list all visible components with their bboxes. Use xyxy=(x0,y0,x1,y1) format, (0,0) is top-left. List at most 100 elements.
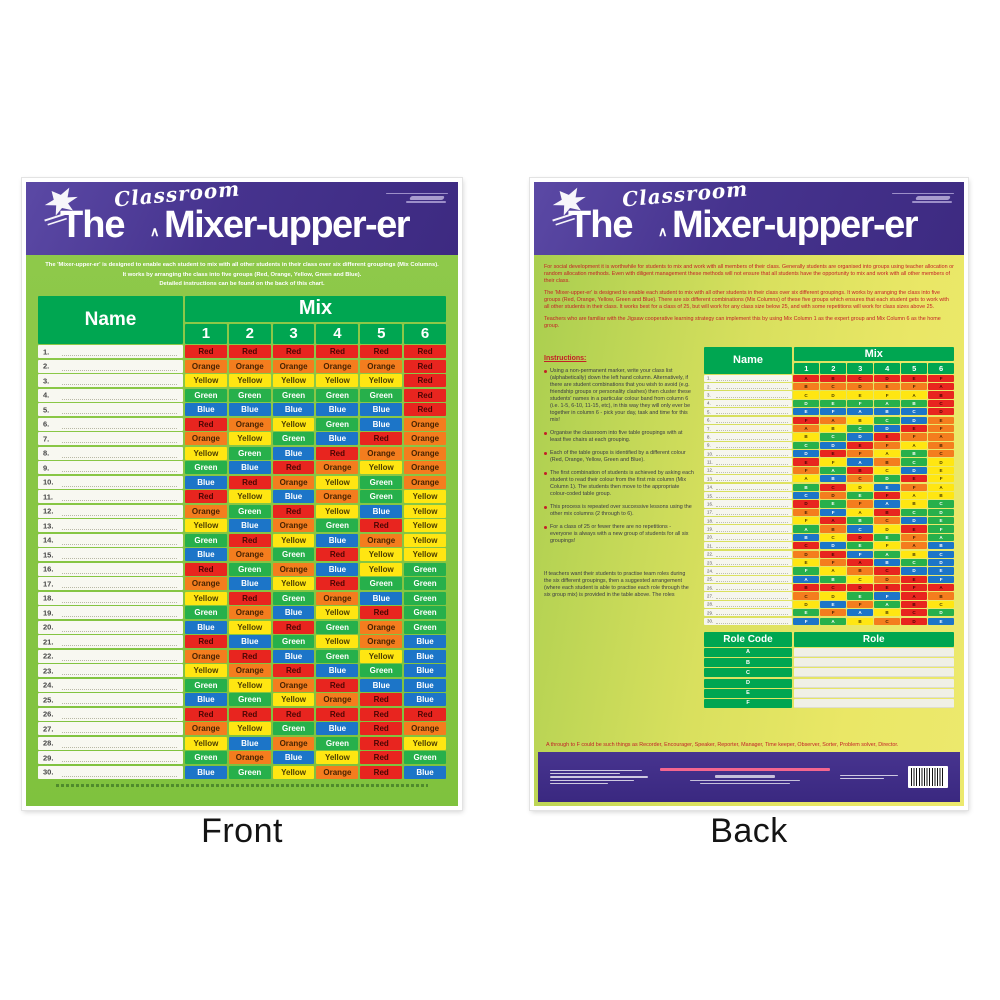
name-cell: 13. xyxy=(704,475,792,483)
mix-col-number: 6 xyxy=(404,323,446,344)
mix-cell: Red xyxy=(404,359,446,373)
row-number: 18. xyxy=(43,593,54,603)
instruction-text: Using a non-permanent marker, write your… xyxy=(550,368,691,423)
mix-cell: Blue xyxy=(228,635,271,648)
mix-cell: Green xyxy=(360,490,403,503)
mix-cell: Red xyxy=(360,707,403,721)
mix-cell: F xyxy=(901,533,927,541)
table-row: 10. D E F A B C xyxy=(704,450,954,458)
mix-cell: A xyxy=(820,617,846,625)
row-number: 19. xyxy=(707,526,714,532)
mix-cell: Red xyxy=(360,765,403,779)
mix-cell: A xyxy=(874,600,900,608)
mix-cell: Red xyxy=(185,707,227,721)
table-row: 3. Yellow Yellow Yellow Yellow Yellow Red xyxy=(38,374,446,387)
mix-cell: Green xyxy=(316,736,359,750)
poster-title-main: Mixer-upper-er xyxy=(164,204,411,246)
mix-cell: C xyxy=(847,424,873,433)
mix-cell: A xyxy=(928,533,954,541)
row-number: 26. xyxy=(43,709,54,719)
write-line xyxy=(716,505,788,507)
intro-paragraph: For social development it is worthwhile … xyxy=(544,264,954,284)
mix-cell: A xyxy=(901,542,927,550)
mix-cell: Orange xyxy=(228,606,271,619)
mix-cell: Blue xyxy=(360,591,403,605)
name-cell: 22. xyxy=(38,649,183,663)
mix-cell: Yellow xyxy=(228,678,271,692)
instructions-heading: Instructions: xyxy=(544,355,587,362)
mix-cell: A xyxy=(874,450,900,458)
mix-cell: F xyxy=(820,558,846,567)
mix-cell: D xyxy=(847,533,873,541)
table-row: 24. Green Yellow Orange Red Blue Blue xyxy=(38,678,446,692)
mix-cell: Green xyxy=(404,620,446,634)
mix-cell: Orange xyxy=(360,620,403,634)
mix-cell: Yellow xyxy=(316,475,359,489)
row-number: 6. xyxy=(43,419,50,429)
mix-cell: D xyxy=(928,558,954,567)
mix-cell: D xyxy=(793,550,819,558)
mix-cell: D xyxy=(901,517,927,525)
name-cell: 19. xyxy=(704,525,792,533)
instruction-text: Each of the table groups is identified b… xyxy=(550,450,686,463)
write-line xyxy=(716,564,788,566)
mix-cell: Orange xyxy=(185,504,227,518)
table-row: 11. E F A B C D xyxy=(704,458,954,466)
role-cell xyxy=(793,658,954,668)
footer-center xyxy=(650,768,840,786)
mix-cell: Orange xyxy=(360,359,403,373)
barcode xyxy=(908,766,948,788)
mix-cell: F xyxy=(901,584,927,592)
mix-cell: Blue xyxy=(228,403,271,416)
mix-column-header: Mix xyxy=(185,295,446,322)
mix-cell: C xyxy=(901,609,927,617)
write-line xyxy=(62,413,177,414)
mix-cell: E xyxy=(793,508,819,516)
name-cell: 26. xyxy=(38,707,183,721)
mix-cell: F xyxy=(793,466,819,474)
table-row: 15. C D E F A B xyxy=(704,491,954,500)
mix-cell: D xyxy=(820,491,846,500)
mix-cell: C xyxy=(820,383,846,391)
mix-cell: F xyxy=(793,517,819,525)
mix-cell: B xyxy=(928,441,954,449)
mix-cell: E xyxy=(874,433,900,441)
mix-cell: F xyxy=(928,424,954,433)
mix-cell: F xyxy=(874,391,900,399)
mix-cell: B xyxy=(820,575,846,583)
write-line xyxy=(716,597,788,599)
row-number: 25. xyxy=(707,576,714,582)
mix-cell: D xyxy=(901,416,927,424)
name-cell: 9. xyxy=(38,461,183,474)
name-cell: 3. xyxy=(38,374,183,387)
write-line xyxy=(716,547,788,549)
write-line xyxy=(62,601,177,603)
write-line xyxy=(716,589,788,591)
mix-cell: Green xyxy=(185,606,227,619)
mix-cell: D xyxy=(847,483,873,491)
publisher-mark xyxy=(386,191,448,205)
row-number: 24. xyxy=(43,680,54,690)
mix-cell: Red xyxy=(360,606,403,619)
write-line xyxy=(716,455,788,457)
bullet-dot xyxy=(544,526,547,529)
mix-cell: D xyxy=(793,399,819,407)
mix-cell: Red xyxy=(185,345,227,358)
mix-cell: Green xyxy=(404,562,446,576)
name-cell: 19. xyxy=(38,606,183,619)
mix-cell: Orange xyxy=(228,359,271,373)
mix-cell: Green xyxy=(185,461,227,474)
mix-cell: Green xyxy=(404,751,446,764)
name-cell: 28. xyxy=(38,736,183,750)
name-cell: 30. xyxy=(704,617,792,625)
role-cell xyxy=(793,698,954,708)
row-number: 23. xyxy=(43,666,54,675)
table-row: 16. D E F A B C xyxy=(704,500,954,508)
row-number: 21. xyxy=(43,637,54,646)
mix-cell: Red xyxy=(360,751,403,764)
mix-cell: B xyxy=(901,550,927,558)
table-row: 6. Red Orange Yellow Green Blue Orange xyxy=(38,417,446,431)
mix-cell: Orange xyxy=(404,446,446,460)
mix-cell: B xyxy=(820,475,846,483)
